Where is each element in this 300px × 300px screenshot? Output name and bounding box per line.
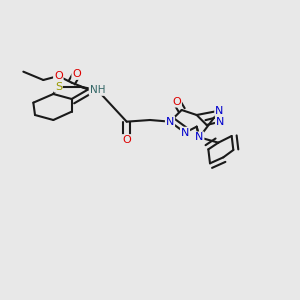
Text: N: N bbox=[215, 106, 224, 116]
Text: O: O bbox=[72, 69, 81, 79]
Text: N: N bbox=[166, 117, 174, 127]
Text: N: N bbox=[181, 128, 189, 138]
Text: O: O bbox=[54, 71, 63, 81]
Text: O: O bbox=[122, 135, 131, 145]
Text: N: N bbox=[195, 132, 203, 142]
Text: O: O bbox=[172, 97, 181, 107]
Text: S: S bbox=[55, 82, 62, 92]
Text: N: N bbox=[216, 117, 224, 127]
Text: NH: NH bbox=[90, 85, 105, 95]
